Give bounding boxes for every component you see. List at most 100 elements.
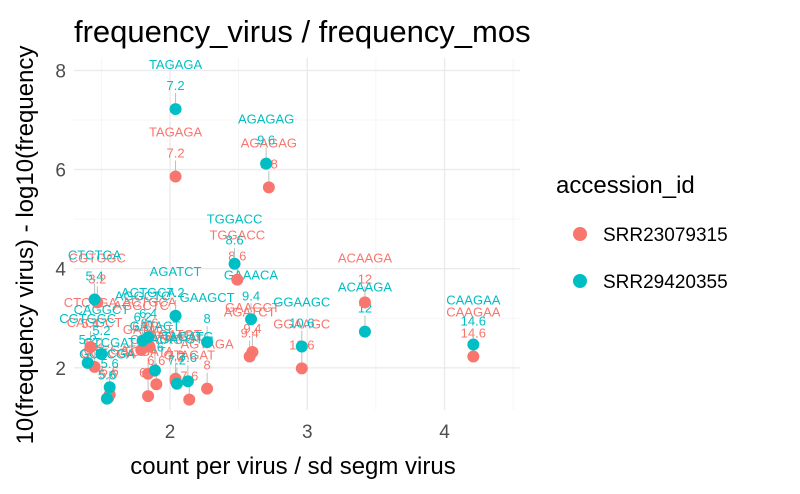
point-label-value: 5.6 <box>99 367 117 382</box>
y-tick-label: 2 <box>55 359 66 380</box>
point-label-value: 3.2 <box>88 271 106 286</box>
point-label-name: TGGACC <box>209 228 265 243</box>
data-point <box>231 273 244 286</box>
point-label-value: 9.6 <box>257 133 275 148</box>
point-label-name: AGATGT <box>149 327 202 342</box>
point-label-value: 7.2 <box>167 348 185 363</box>
point-label-name: AGAGAG <box>241 135 297 150</box>
point-label-value: 10.6 <box>289 316 314 331</box>
data-point <box>136 334 149 347</box>
point-label-name: TGGACC <box>207 212 263 227</box>
legend: accession_id SRR23079315 SRR29420355 <box>556 172 728 293</box>
point-label-value: 12 <box>358 271 372 286</box>
legend-title: accession_id <box>556 172 695 199</box>
point-label-value: 7.2 <box>168 353 186 368</box>
point-label-value: 9.4 <box>241 325 259 340</box>
point-label-name: ACAAGA <box>338 250 393 265</box>
data-point <box>169 103 182 116</box>
point-label-name: TAGATG <box>150 329 202 344</box>
data-point <box>84 341 97 354</box>
data-point <box>228 257 241 270</box>
point-label-name: CAGGCT <box>67 315 123 330</box>
data-point <box>169 309 182 322</box>
point-label-name: AGATGT <box>151 332 204 347</box>
point-label-value: 6.2 <box>134 310 152 325</box>
point-label-value: 7.6 <box>179 350 197 365</box>
legend-key <box>573 227 587 241</box>
data-point <box>246 345 259 358</box>
point-label-value: 9.4 <box>242 288 260 303</box>
point-label-name: CTCTGA <box>68 247 122 262</box>
point-label-value: 7.2 <box>167 285 185 300</box>
data-point <box>95 347 108 360</box>
point-label-name: GAAGCT <box>180 290 235 305</box>
point-label-name: ACTGCA <box>121 285 176 300</box>
point-label-name: AGATCT <box>224 304 276 319</box>
point-label-name: GTAGAT <box>164 348 216 363</box>
legend-label: SRR23079315 <box>603 225 728 246</box>
point-label-name: TAGAGA <box>149 124 203 139</box>
point-label-value: 9.4 <box>243 321 261 336</box>
point-label-value: 14.6 <box>461 314 486 329</box>
point-label-name: CTCGAT <box>83 335 136 350</box>
data-point <box>135 344 148 357</box>
data-point <box>81 356 94 369</box>
point-label-value: 7.2 <box>167 350 185 365</box>
data-point <box>170 377 183 390</box>
data-point <box>201 382 214 395</box>
point-label-name: GGAAGC <box>273 295 330 310</box>
point-label-value: 6.6 <box>147 353 165 368</box>
y-tick-label: 8 <box>55 61 66 82</box>
data-point <box>142 390 155 403</box>
x-tick-label: 2 <box>165 422 176 443</box>
data-point <box>467 338 480 351</box>
point-label-name: AGATCT <box>150 264 202 279</box>
point-label-value: 8 <box>203 358 210 373</box>
data-point <box>358 325 371 338</box>
data-point <box>245 313 258 326</box>
point-label-name: ACTGCA <box>122 295 177 310</box>
legend-label: SRR29420355 <box>603 272 728 293</box>
data-point <box>295 362 308 375</box>
data-point <box>295 340 308 353</box>
data-point <box>201 336 214 349</box>
data-point <box>181 375 194 388</box>
point-label-name: AGGCTC <box>113 298 169 313</box>
data-point <box>262 181 275 194</box>
data-point <box>260 157 273 170</box>
point-label-name: TAGAGA <box>149 57 203 72</box>
point-label-name: CAAGAA <box>446 304 501 319</box>
grid <box>74 58 520 410</box>
point-label-value: 5.6 <box>101 364 119 379</box>
point-label-value: 5.6 <box>98 368 116 383</box>
point-label-name: CGTGGC <box>59 311 116 326</box>
axis-ticks: 2 3 4 2 4 6 8 <box>55 61 450 443</box>
data-point <box>150 378 163 391</box>
point-label-value: 7.2 <box>167 78 185 93</box>
x-tick-label: 4 <box>439 422 450 443</box>
point-label-value: 5.2 <box>92 323 110 338</box>
point-label-name: CAAGAA <box>446 293 501 308</box>
point-label-value: 7.2 <box>167 145 185 160</box>
y-axis-title: 10(frequency virus) - log10(frequency <box>12 46 39 445</box>
point-label-value: 8 <box>203 311 210 326</box>
point-label-value: 6.2 <box>132 319 150 334</box>
point-label-value: 5.4 <box>86 268 104 283</box>
data-point <box>183 393 196 406</box>
point-label-value: 6.6 <box>140 316 158 331</box>
point-label-name: ACAAGA <box>338 280 393 295</box>
point-label-value: 5.6 <box>101 356 119 371</box>
data-point <box>88 293 101 306</box>
data-point <box>467 350 480 363</box>
point-label-value: 8.6 <box>226 233 244 248</box>
data-point <box>100 392 113 405</box>
point-label-name: GGAAGC <box>273 316 330 331</box>
legend-key <box>573 274 587 288</box>
data-point <box>103 381 116 394</box>
point-label-value: 6.4 <box>139 306 157 321</box>
point-label-name: AGGCTC <box>115 289 171 304</box>
x-axis-title: count per virus / sd segm virus <box>130 453 455 480</box>
data-point <box>358 296 371 309</box>
point-label-value: 5.4 <box>81 316 99 331</box>
data-point <box>169 170 182 183</box>
